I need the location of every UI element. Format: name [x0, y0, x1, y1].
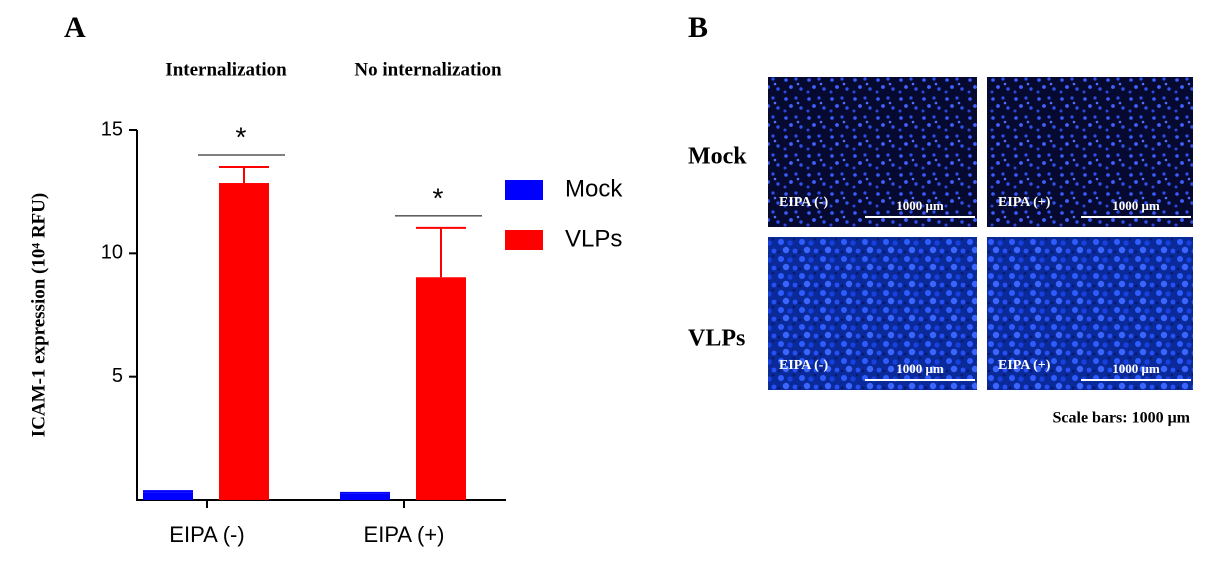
condition-label: EIPA (-) — [779, 358, 828, 373]
bar — [143, 492, 193, 500]
row-label: Mock — [688, 144, 747, 170]
significance-mark: * — [433, 182, 444, 213]
panel-label: B — [688, 11, 708, 44]
micrographs: Mock EIPA (-) 1000 μm EIPA (+) 1000 μm VLPs EI… — [688, 77, 1193, 427]
x-tick-label: EIPA (+) — [364, 522, 445, 547]
scale-bar-label: 1000 μm — [1112, 361, 1160, 376]
scale-bar-label: 1000 μm — [896, 198, 944, 213]
error-bar — [340, 491, 390, 494]
legend-label: Mock — [565, 175, 623, 202]
micrograph — [768, 237, 977, 390]
group-label: No internalization — [354, 59, 502, 80]
group-label: Internalization — [165, 59, 287, 80]
y-axis-label: ICAM-1 expression (10⁴ RFU) — [28, 193, 49, 437]
legend-swatch — [505, 180, 543, 200]
bar — [219, 183, 269, 501]
row-label: VLPs — [688, 326, 745, 352]
micrograph — [768, 77, 977, 227]
y-tick-label: 5 — [112, 365, 123, 387]
error-bar — [143, 490, 193, 493]
condition-label: EIPA (+) — [998, 195, 1051, 210]
micrograph — [987, 237, 1193, 390]
legend-label: VLPs — [565, 225, 622, 252]
error-bar — [416, 226, 466, 278]
plot: 5 10 15 EIPA (-) Internalization * EIPA (+) No … — [101, 59, 624, 546]
condition-label: EIPA (+) — [998, 358, 1051, 373]
x-tick-label: EIPA (-) — [169, 522, 244, 547]
caption: Scale bars: 1000 μm — [1053, 410, 1191, 427]
bar — [416, 277, 466, 500]
bar — [340, 493, 390, 500]
scale-bar-label: 1000 μm — [896, 361, 944, 376]
micrograph — [987, 77, 1193, 227]
legend-swatch — [505, 230, 543, 250]
significance-mark: * — [236, 121, 247, 152]
condition-label: EIPA (-) — [779, 195, 828, 210]
panel-label: A — [64, 11, 86, 44]
error-bar — [219, 166, 269, 184]
y-tick-label: 10 — [101, 242, 123, 264]
scale-bar-label: 1000 μm — [1112, 198, 1160, 213]
y-tick-label: 15 — [101, 118, 123, 140]
